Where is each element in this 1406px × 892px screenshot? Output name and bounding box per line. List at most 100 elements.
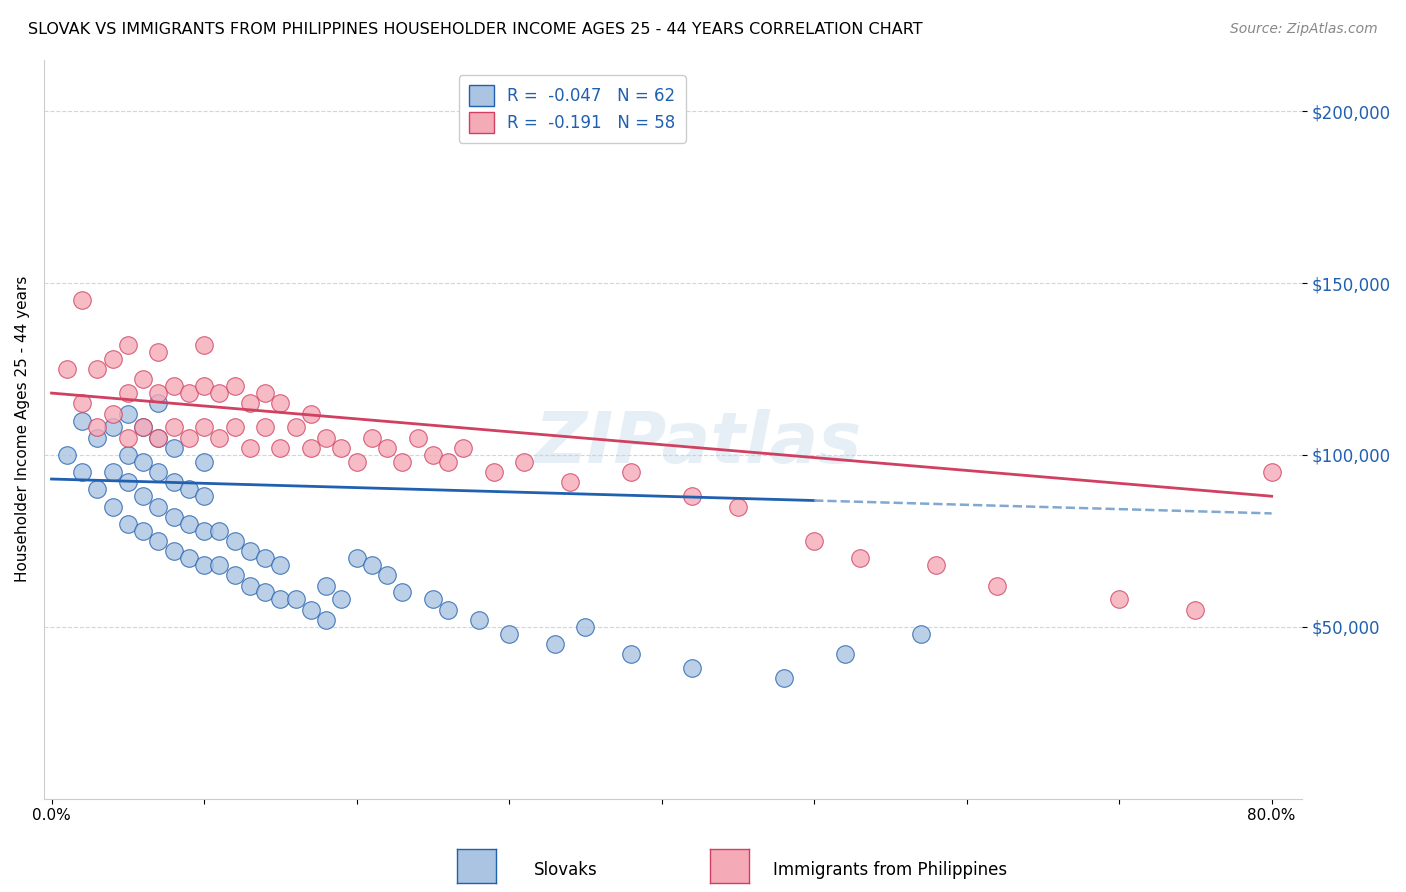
Point <box>360 431 382 445</box>
Point <box>986 579 1008 593</box>
Point <box>406 431 429 445</box>
Point <box>620 465 643 479</box>
Point <box>177 386 200 401</box>
Point <box>117 407 139 421</box>
Point <box>299 441 322 455</box>
Point <box>101 465 124 479</box>
Point <box>467 613 489 627</box>
Point <box>148 465 170 479</box>
Legend: R =  -0.047   N = 62, R =  -0.191   N = 58: R = -0.047 N = 62, R = -0.191 N = 58 <box>460 75 686 143</box>
Point <box>254 551 277 566</box>
Point <box>391 455 413 469</box>
Point <box>193 489 215 503</box>
Point <box>86 420 108 434</box>
Point <box>254 386 277 401</box>
Point <box>193 455 215 469</box>
Point <box>162 420 184 434</box>
Point <box>55 362 77 376</box>
Point <box>148 386 170 401</box>
Point <box>132 524 155 538</box>
Point <box>558 475 581 490</box>
Point <box>681 661 703 675</box>
Point <box>422 592 444 607</box>
Point <box>177 483 200 497</box>
Text: Source: ZipAtlas.com: Source: ZipAtlas.com <box>1230 22 1378 37</box>
Point <box>132 489 155 503</box>
Point <box>346 551 368 566</box>
Point <box>299 407 322 421</box>
Point <box>117 431 139 445</box>
Point <box>375 441 398 455</box>
Point <box>162 441 184 455</box>
Point <box>482 465 505 479</box>
Point <box>360 558 382 572</box>
Point <box>208 558 231 572</box>
Point <box>422 448 444 462</box>
Point <box>239 544 262 558</box>
Point <box>70 465 93 479</box>
Point <box>910 626 932 640</box>
Point <box>148 431 170 445</box>
Point <box>101 500 124 514</box>
Point <box>375 568 398 582</box>
Point <box>162 509 184 524</box>
Point <box>1260 465 1282 479</box>
Point <box>208 431 231 445</box>
Point <box>224 568 246 582</box>
Point <box>193 379 215 393</box>
Point <box>284 420 307 434</box>
Point <box>148 344 170 359</box>
Point <box>148 500 170 514</box>
Point <box>132 372 155 386</box>
Point <box>117 338 139 352</box>
Point <box>315 613 337 627</box>
Point <box>315 431 337 445</box>
Point <box>269 558 291 572</box>
Text: SLOVAK VS IMMIGRANTS FROM PHILIPPINES HOUSEHOLDER INCOME AGES 25 - 44 YEARS CORR: SLOVAK VS IMMIGRANTS FROM PHILIPPINES HO… <box>28 22 922 37</box>
Point <box>299 602 322 616</box>
Point <box>330 592 353 607</box>
Point <box>391 585 413 599</box>
Point <box>224 533 246 548</box>
Y-axis label: Householder Income Ages 25 - 44 years: Householder Income Ages 25 - 44 years <box>15 276 30 582</box>
Point <box>86 362 108 376</box>
Point <box>544 637 567 651</box>
Point <box>346 455 368 469</box>
Point <box>803 533 825 548</box>
Point <box>1108 592 1130 607</box>
Point <box>208 524 231 538</box>
Point <box>117 516 139 531</box>
Point <box>224 420 246 434</box>
Point <box>239 396 262 410</box>
Point <box>269 441 291 455</box>
Point <box>86 431 108 445</box>
Point <box>162 379 184 393</box>
Point <box>55 448 77 462</box>
Point <box>239 579 262 593</box>
Point <box>148 533 170 548</box>
Point <box>254 420 277 434</box>
Point <box>727 500 749 514</box>
Point <box>208 386 231 401</box>
Point <box>132 420 155 434</box>
Point <box>177 516 200 531</box>
Point <box>834 648 856 662</box>
Point <box>177 431 200 445</box>
Point <box>269 396 291 410</box>
Point <box>239 441 262 455</box>
Point <box>86 483 108 497</box>
Point <box>101 351 124 366</box>
Point <box>772 672 794 686</box>
Point <box>70 293 93 308</box>
Point <box>513 455 536 469</box>
Point <box>117 448 139 462</box>
Point <box>148 396 170 410</box>
Point <box>162 544 184 558</box>
Point <box>849 551 872 566</box>
Point <box>117 475 139 490</box>
Point <box>330 441 353 455</box>
Point <box>193 524 215 538</box>
Point <box>70 396 93 410</box>
Point <box>437 602 460 616</box>
Point <box>101 420 124 434</box>
